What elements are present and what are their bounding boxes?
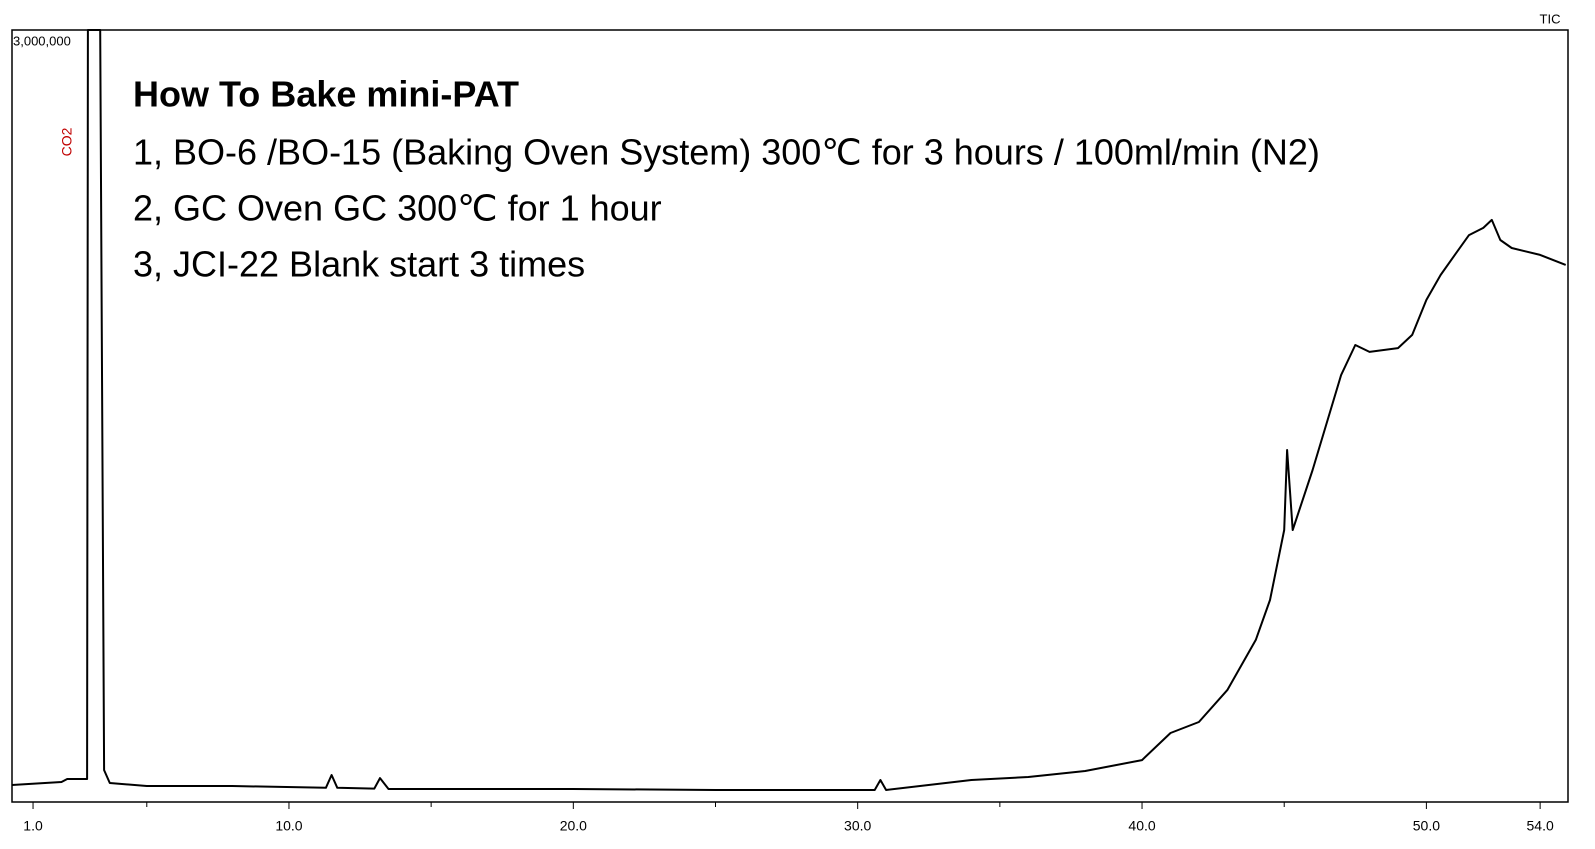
annotation: 2, GC Oven GC 300℃ for 1 hour xyxy=(133,188,662,229)
peak-label: CO2 xyxy=(59,127,75,156)
x-tick-label: 1.0 xyxy=(23,818,43,834)
annotation: 3, JCI-22 Blank start 3 times xyxy=(133,244,585,285)
x-tick-label: 20.0 xyxy=(560,818,587,834)
x-tick-label: 40.0 xyxy=(1128,818,1155,834)
y-tick-label: 3,000,000 xyxy=(13,33,71,48)
x-tick-label: 10.0 xyxy=(275,818,302,834)
chart-title: How To Bake mini-PAT xyxy=(133,74,519,115)
trace-label: TIC xyxy=(1540,11,1561,26)
annotation: 1, BO-6 /BO-15 (Baking Oven System) 300℃… xyxy=(133,132,1320,173)
plot-frame xyxy=(11,29,1569,803)
x-tick-label: 50.0 xyxy=(1413,818,1440,834)
x-tick-label: 54.0 xyxy=(1527,818,1554,834)
trace-line xyxy=(11,29,1567,791)
x-tick-label: 30.0 xyxy=(844,818,871,834)
